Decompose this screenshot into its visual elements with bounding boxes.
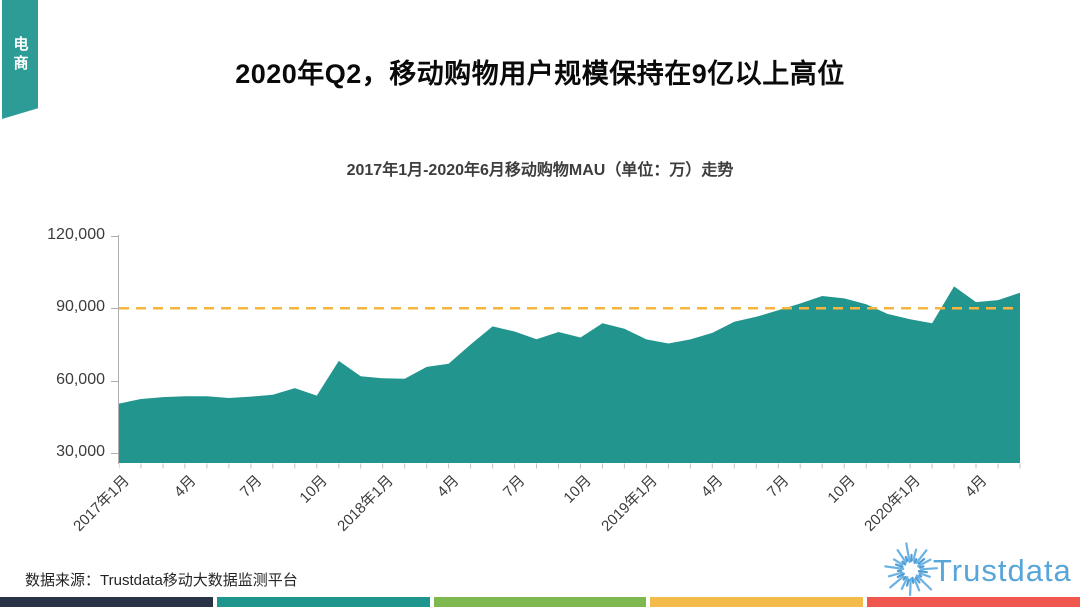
sunburst-ray — [896, 549, 908, 564]
sunburst-ray — [918, 565, 925, 569]
sunburst-ray — [913, 558, 918, 564]
y-axis-label: 60,000 — [56, 370, 105, 388]
sunburst-ray — [911, 576, 915, 584]
category-ribbon: 电商 — [2, 0, 38, 119]
sunburst-ray — [915, 549, 928, 564]
sunburst-ray — [913, 578, 921, 592]
sunburst-ray — [896, 572, 905, 579]
y-axis-tick — [111, 236, 118, 237]
sunburst-ray — [901, 560, 907, 566]
sunburst-ray — [919, 567, 939, 571]
area-series-mau — [119, 286, 1020, 463]
footer-color-bar — [650, 597, 864, 607]
y-axis-line — [118, 235, 119, 464]
sunburst-ray — [906, 578, 910, 587]
page-title: 2020年Q2，移动购物用户规模保持在9亿以上高位 — [235, 59, 845, 89]
y-axis-label: 120,000 — [47, 226, 105, 243]
trustdata-sunburst-icon — [884, 542, 939, 597]
sunburst-ray — [900, 576, 909, 591]
sunburst-ray — [884, 565, 905, 570]
sunburst-ray — [918, 571, 931, 578]
sunburst-ray — [887, 571, 904, 578]
data-source-note: 数据来源：Trustdata移动大数据监测平台 — [25, 572, 298, 589]
chart-title: 2017年1月-2020年6月移动购物MAU（单位：万）走势 — [346, 162, 734, 179]
trustdata-logo: Trustdata — [880, 540, 1075, 602]
sunburst-ray — [909, 577, 912, 597]
y-axis-label: 30,000 — [56, 443, 105, 460]
sunburst-ray — [916, 558, 932, 568]
footer-color-bar — [867, 597, 1080, 607]
y-axis-tick — [111, 453, 118, 454]
sunburst-ray — [902, 575, 907, 581]
sunburst-ray — [894, 563, 904, 568]
x-axis-label: 2020年1月 — [861, 472, 925, 535]
footer-color-bar — [216, 597, 430, 607]
y-axis-tick — [111, 381, 118, 382]
trustdata-wordmark: Trustdata — [933, 553, 1072, 588]
sunburst-ray — [912, 548, 918, 562]
sunburst-ray — [918, 574, 923, 578]
category-ribbon-label: 电商 — [11, 36, 29, 74]
footer-color-bars — [0, 597, 1080, 607]
footer-color-bar — [433, 597, 647, 607]
y-axis-tick — [111, 308, 118, 309]
plot-area — [119, 286, 1021, 469]
x-axis-ticks — [119, 463, 1021, 469]
x-axis-label: 2017年1月 — [70, 472, 134, 535]
sunburst-ray — [914, 576, 921, 584]
x-axis-label: 2018年1月 — [334, 472, 397, 535]
sunburst-ray — [905, 542, 911, 564]
sunburst-ray — [892, 558, 904, 566]
sunburst-ray — [917, 558, 926, 565]
y-axis-label: 90,000 — [56, 298, 105, 316]
sunburst-ray — [889, 575, 905, 589]
sunburst-ray — [915, 574, 933, 591]
sunburst-ray — [917, 570, 928, 574]
x-axis-label: 2019年1月 — [597, 472, 661, 535]
footer-color-bar — [0, 597, 213, 607]
sunburst-ray — [904, 555, 909, 562]
